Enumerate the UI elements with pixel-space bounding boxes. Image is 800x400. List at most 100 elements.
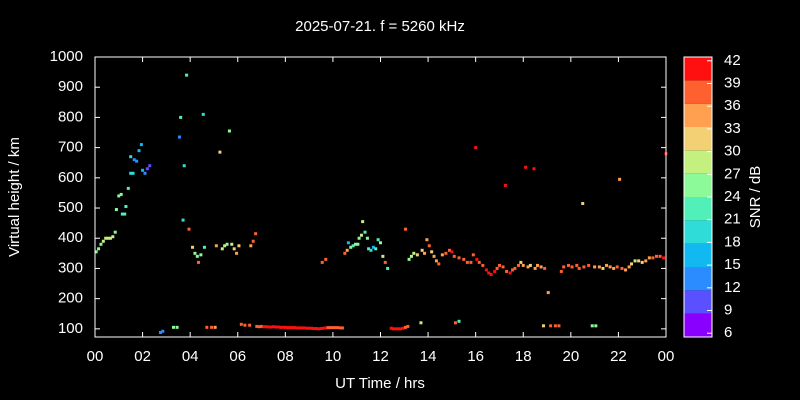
y-axis-label: Virtual height / km [6, 137, 23, 257]
data-point [302, 326, 306, 330]
data-point [248, 323, 252, 327]
data-point [117, 194, 121, 198]
data-point [587, 263, 591, 267]
data-point [230, 242, 234, 246]
data-point [276, 325, 280, 329]
data-point [111, 235, 115, 239]
x-tick-label: 08 [277, 348, 294, 365]
data-point [359, 233, 363, 237]
colorbar-tick-label: 39 [724, 74, 741, 91]
data-point [199, 253, 203, 257]
y-tick-label: 600 [58, 169, 83, 186]
x-tick-label: 04 [182, 348, 199, 365]
data-point [541, 324, 545, 328]
data-point [624, 268, 628, 272]
data-point [298, 326, 302, 330]
data-point [521, 263, 525, 267]
data-point [381, 254, 385, 258]
data-point [324, 326, 328, 330]
data-point [101, 239, 105, 243]
data-point [132, 158, 136, 162]
data-point [343, 251, 347, 255]
data-point [462, 257, 466, 261]
data-point [336, 326, 340, 330]
data-point [148, 164, 152, 168]
data-point [185, 73, 189, 77]
data-point [474, 146, 478, 150]
data-point [597, 265, 601, 269]
data-point [367, 247, 371, 251]
data-point [647, 256, 651, 260]
data-point [326, 326, 330, 330]
data-point [361, 220, 365, 224]
data-point [324, 257, 328, 261]
data-point [420, 248, 424, 252]
data-point [409, 254, 413, 258]
data-point [131, 171, 135, 175]
colorbar-tick-label: 36 [724, 97, 741, 114]
data-point [260, 324, 264, 328]
x-tick-label: 16 [467, 348, 484, 365]
data-point [608, 265, 612, 269]
data-point [137, 149, 141, 153]
colorbar-band [684, 313, 712, 337]
data-point [205, 325, 209, 329]
data-point [129, 171, 133, 175]
data-point [346, 241, 350, 245]
data-point [357, 236, 361, 240]
y-tick-label: 400 [58, 229, 83, 246]
data-point [126, 186, 130, 190]
y-tick-label: 100 [58, 320, 83, 337]
data-point [314, 327, 318, 331]
data-point [300, 326, 304, 330]
data-point [141, 168, 145, 172]
y-tick-label: 800 [58, 108, 83, 125]
data-point [627, 265, 631, 269]
x-tick-label: 06 [229, 348, 246, 365]
data-point [469, 260, 473, 264]
data-point [283, 325, 287, 329]
x-tick-label: 22 [610, 348, 627, 365]
data-point [123, 212, 127, 216]
data-point [633, 259, 637, 263]
data-point [615, 265, 619, 269]
data-point [179, 115, 183, 119]
data-point [640, 260, 644, 264]
data-point [139, 143, 143, 147]
data-point [450, 250, 454, 254]
y-tick-label: 900 [58, 78, 83, 95]
data-point [369, 248, 373, 252]
colorbar-tick-label: 21 [724, 211, 741, 228]
data-point [135, 159, 139, 163]
data-point [349, 245, 353, 249]
data-point [618, 177, 622, 181]
data-point [196, 260, 200, 264]
data-point [526, 265, 530, 269]
data-point [249, 244, 253, 248]
data-point [559, 269, 563, 273]
data-point [481, 263, 485, 267]
data-point [471, 253, 475, 257]
data-point [590, 324, 594, 328]
colorbar-tick-label: 15 [724, 256, 741, 273]
data-point [399, 327, 403, 331]
data-point [363, 230, 367, 234]
data-point [495, 266, 499, 270]
data-point [195, 254, 199, 258]
data-point [570, 265, 574, 269]
colorbar-band [684, 150, 712, 174]
data-point [281, 325, 285, 329]
data-point [396, 327, 400, 331]
colorbar-tick-label: 9 [724, 301, 732, 318]
x-tick-label: 12 [372, 348, 389, 365]
data-point [290, 326, 294, 330]
data-point [365, 236, 369, 240]
data-point [543, 266, 547, 270]
data-point [549, 324, 553, 328]
data-point [286, 326, 290, 330]
data-point [427, 244, 431, 248]
data-point [288, 326, 292, 330]
data-point [227, 129, 231, 133]
